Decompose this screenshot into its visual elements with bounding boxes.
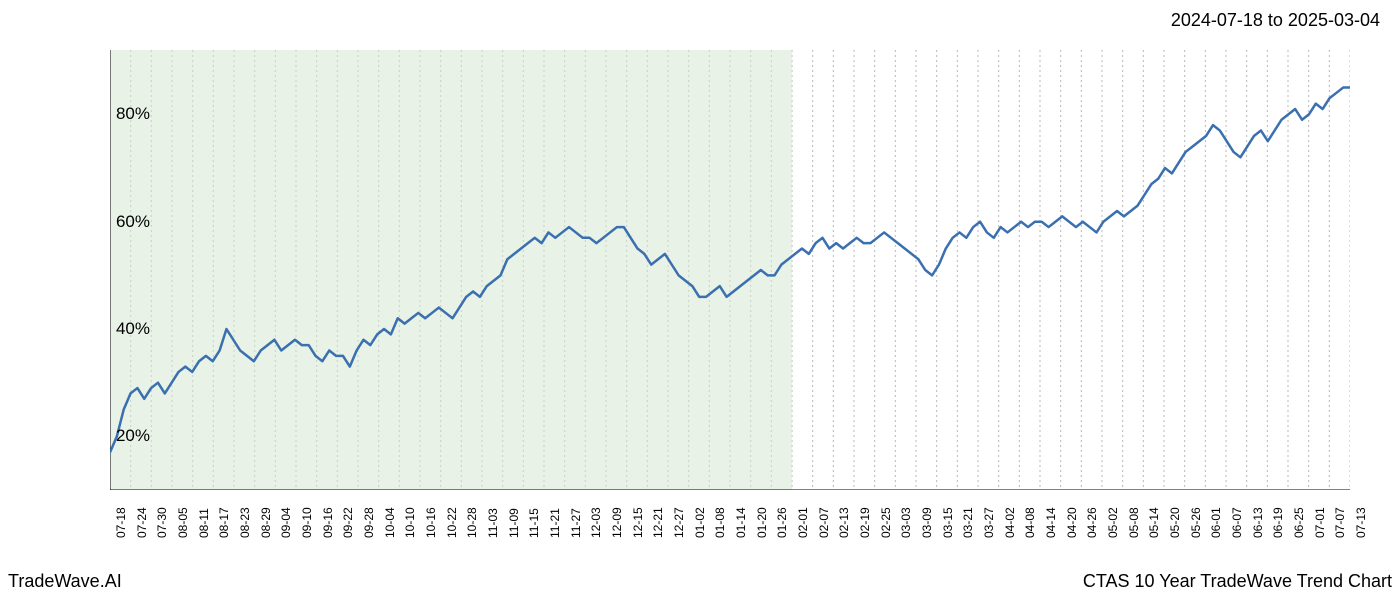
x-tick-label: 07-07 (1333, 507, 1347, 538)
x-tick-label: 08-05 (176, 507, 190, 538)
x-tick-label: 12-27 (672, 507, 686, 538)
x-tick-label: 11-15 (527, 508, 541, 538)
x-tick-label: 12-09 (610, 507, 624, 538)
y-tick-label: 20% (90, 426, 150, 446)
x-tick-label: 03-27 (982, 507, 996, 538)
x-tick-label: 12-15 (631, 507, 645, 538)
x-tick-label: 04-14 (1044, 507, 1058, 538)
x-tick-label: 08-29 (259, 507, 273, 538)
y-tick-label: 60% (90, 212, 150, 232)
chart-svg (110, 50, 1350, 490)
y-tick-label: 40% (90, 319, 150, 339)
x-tick-label: 04-20 (1065, 507, 1079, 538)
x-tick-label: 03-15 (941, 507, 955, 538)
x-tick-label: 09-22 (341, 507, 355, 538)
x-tick-label: 02-13 (837, 507, 851, 538)
x-tick-label: 06-19 (1271, 507, 1285, 538)
date-range-label: 2024-07-18 to 2025-03-04 (1171, 10, 1380, 31)
x-tick-label: 06-07 (1230, 507, 1244, 538)
x-tick-label: 01-02 (693, 507, 707, 538)
x-tick-label: 07-30 (155, 507, 169, 538)
x-tick-label: 07-24 (135, 507, 149, 538)
x-tick-label: 10-22 (445, 507, 459, 538)
x-tick-label: 05-08 (1127, 507, 1141, 538)
x-tick-label: 10-16 (424, 507, 438, 538)
x-tick-label: 08-23 (238, 507, 252, 538)
x-tick-label: 03-03 (899, 507, 913, 538)
x-tick-label: 12-03 (589, 507, 603, 538)
y-tick-label: 80% (90, 104, 150, 124)
x-tick-label: 07-18 (114, 507, 128, 538)
x-tick-label: 01-08 (713, 507, 727, 538)
x-tick-label: 01-26 (775, 507, 789, 538)
x-tick-label: 08-17 (217, 507, 231, 538)
x-tick-label: 07-13 (1354, 507, 1368, 538)
x-tick-label: 01-14 (734, 507, 748, 538)
x-tick-label: 04-08 (1023, 507, 1037, 538)
x-tick-label: 09-28 (362, 507, 376, 538)
x-tick-label: 02-01 (796, 507, 810, 538)
x-tick-label: 05-02 (1106, 507, 1120, 538)
x-tick-label: 05-20 (1168, 507, 1182, 538)
x-tick-label: 03-09 (920, 507, 934, 538)
x-tick-label: 09-16 (321, 507, 335, 538)
x-tick-label: 01-20 (755, 507, 769, 538)
x-tick-label: 02-07 (817, 507, 831, 538)
x-tick-label: 02-25 (879, 507, 893, 538)
x-tick-label: 11-27 (569, 508, 583, 538)
x-tick-label: 06-25 (1292, 507, 1306, 538)
chart-title: CTAS 10 Year TradeWave Trend Chart (1083, 571, 1392, 592)
x-tick-label: 09-04 (279, 507, 293, 538)
x-tick-label: 05-26 (1189, 507, 1203, 538)
x-tick-label: 12-21 (651, 507, 665, 538)
x-tick-label: 06-01 (1209, 507, 1223, 538)
trend-chart (110, 50, 1350, 490)
x-tick-label: 07-01 (1313, 507, 1327, 538)
x-tick-label: 04-02 (1003, 507, 1017, 538)
x-tick-label: 10-10 (403, 507, 417, 538)
x-tick-label: 11-21 (548, 508, 562, 538)
x-tick-label: 05-14 (1147, 507, 1161, 538)
x-tick-label: 11-03 (486, 508, 500, 538)
x-tick-label: 09-10 (300, 507, 314, 538)
x-tick-label: 11-09 (507, 508, 521, 538)
x-tick-label: 10-28 (465, 507, 479, 538)
x-tick-label: 03-21 (961, 507, 975, 538)
x-tick-label: 08-11 (197, 508, 211, 538)
x-tick-label: 04-26 (1085, 507, 1099, 538)
x-tick-label: 10-04 (383, 507, 397, 538)
x-tick-label: 02-19 (858, 507, 872, 538)
x-tick-label: 06-13 (1251, 507, 1265, 538)
brand-label: TradeWave.AI (8, 571, 122, 592)
